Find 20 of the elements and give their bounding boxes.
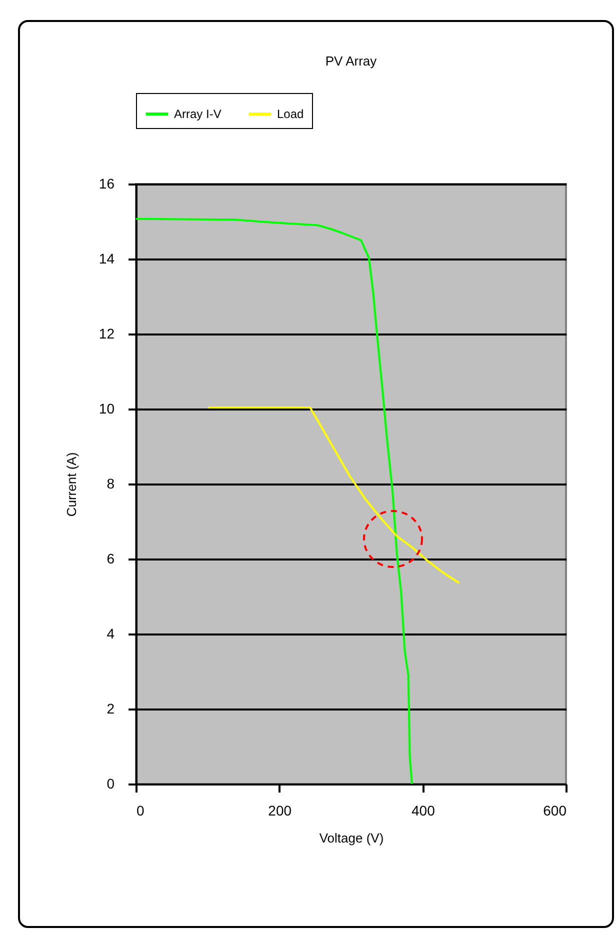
x-tick-label: 600 xyxy=(543,802,567,818)
y-axis-title: Current (A) xyxy=(64,452,79,517)
y-tick-label: 10 xyxy=(98,400,115,416)
line-series xyxy=(136,218,413,784)
legend-label: Array I-V xyxy=(174,107,222,121)
y-tick-label: 6 xyxy=(106,550,115,566)
x-tick-label: 200 xyxy=(268,802,292,818)
x-tick-label: 400 xyxy=(411,802,436,818)
y-tick-label: 2 xyxy=(106,700,115,716)
y-tick-label: 8 xyxy=(106,476,115,492)
chart-title: PV Array xyxy=(325,54,378,68)
x-tick-label: 0 xyxy=(136,802,144,818)
line-series xyxy=(207,406,460,584)
legend-label: Load xyxy=(277,107,304,121)
y-tick-label: 0 xyxy=(106,776,115,792)
x-axis-title: Voltage (V) xyxy=(319,830,384,846)
y-tick-label: 16 xyxy=(98,176,115,192)
y-tick-label: 4 xyxy=(106,626,115,642)
y-tick-label: 14 xyxy=(98,250,115,266)
y-tick-label: 12 xyxy=(98,326,115,342)
